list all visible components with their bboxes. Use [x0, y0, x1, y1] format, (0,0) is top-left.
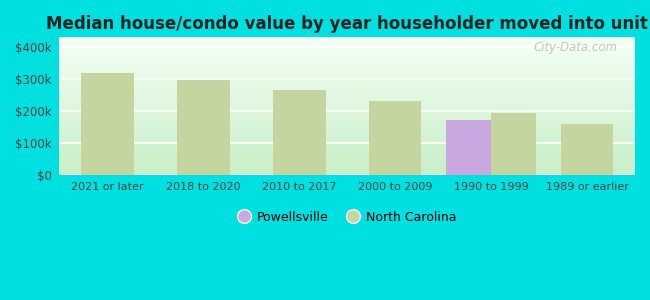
Bar: [177, 80, 229, 175]
Text: City-Data.com: City-Data.com: [534, 41, 618, 55]
Bar: [273, 90, 326, 175]
Bar: [446, 120, 491, 175]
Bar: [561, 124, 614, 175]
Bar: [81, 73, 134, 175]
Title: Median house/condo value by year householder moved into unit: Median house/condo value by year househo…: [46, 15, 648, 33]
Bar: [369, 101, 421, 175]
Legend: Powellsville, North Carolina: Powellsville, North Carolina: [238, 211, 456, 224]
Bar: [491, 113, 536, 175]
